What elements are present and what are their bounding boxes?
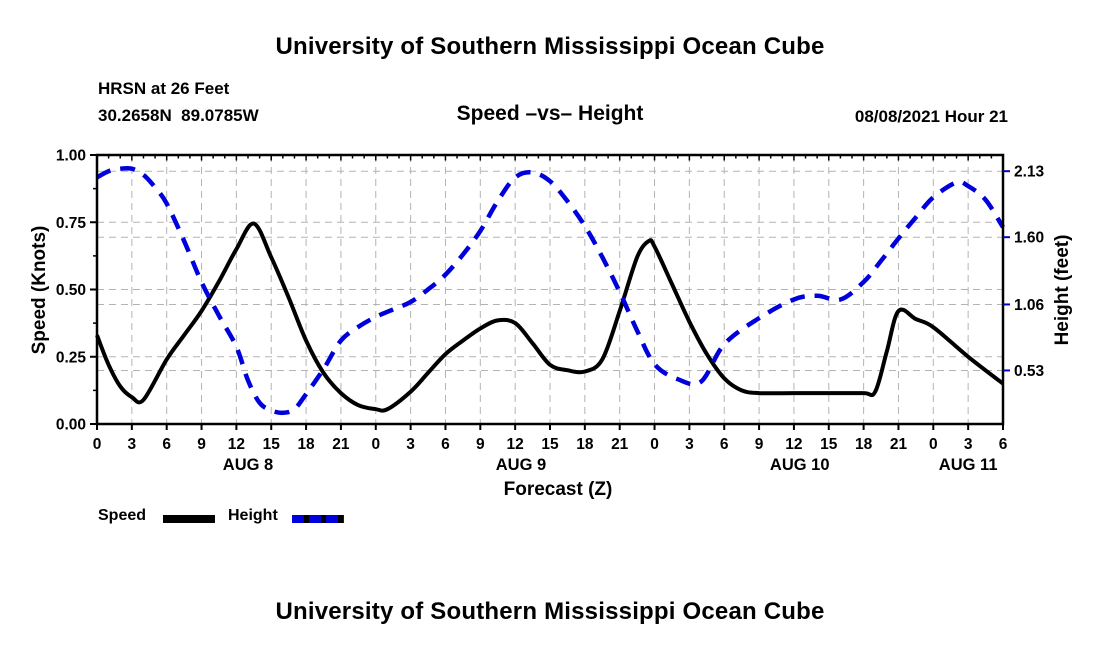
- legend-speed-label: Speed: [98, 507, 147, 524]
- svg-text:3: 3: [406, 436, 415, 453]
- svg-text:6: 6: [999, 436, 1008, 453]
- page-title: University of Southern Mississippi Ocean…: [275, 33, 825, 60]
- svg-text:3: 3: [685, 436, 694, 453]
- svg-text:6: 6: [162, 436, 171, 453]
- gridlines: [97, 155, 1003, 424]
- svg-text:AUG 10: AUG 10: [770, 456, 830, 474]
- svg-text:2.13: 2.13: [1014, 164, 1045, 181]
- svg-text:18: 18: [855, 436, 873, 453]
- svg-text:0.53: 0.53: [1014, 363, 1045, 380]
- svg-text:12: 12: [785, 436, 802, 453]
- legend-speed-swatch: [163, 515, 215, 523]
- svg-text:0: 0: [929, 436, 938, 453]
- svg-text:6: 6: [441, 436, 450, 453]
- svg-text:9: 9: [755, 436, 764, 453]
- svg-text:9: 9: [476, 436, 485, 453]
- svg-text:15: 15: [263, 436, 281, 453]
- svg-text:3: 3: [964, 436, 973, 453]
- legend-height-swatch: [292, 515, 344, 523]
- svg-text:15: 15: [820, 436, 838, 453]
- svg-text:0.75: 0.75: [56, 215, 87, 232]
- x-tick-labels: 0 3 6 9 12 15 18 21 0 3 6 9 12 15 18 21 0 3 6 9 12 15 18 21 0 3 6: [93, 436, 1008, 453]
- svg-text:21: 21: [890, 436, 908, 453]
- svg-text:12: 12: [228, 436, 245, 453]
- station-label: HRSN at 26 Feet: [98, 79, 230, 98]
- day-labels: AUG 8 AUG 9 AUG 10 AUG 11: [223, 456, 998, 474]
- speed-curve: [95, 221, 1005, 413]
- y-tick-labels-left: 0.00 0.25 0.50 0.75 1.00: [56, 148, 87, 434]
- svg-text:15: 15: [541, 436, 559, 453]
- axis-ticks: [90, 154, 1010, 430]
- svg-text:21: 21: [611, 436, 629, 453]
- svg-text:AUG 8: AUG 8: [223, 456, 273, 474]
- svg-text:AUG 11: AUG 11: [939, 456, 998, 474]
- station-coordinates: 30.2658N 89.0785W: [98, 106, 259, 125]
- svg-text:3: 3: [128, 436, 137, 453]
- svg-text:0: 0: [371, 436, 380, 453]
- svg-text:0.25: 0.25: [56, 349, 87, 366]
- svg-text:18: 18: [576, 436, 594, 453]
- svg-text:18: 18: [297, 436, 315, 453]
- svg-text:12: 12: [507, 436, 524, 453]
- y-tick-labels-right: 0.53 1.06 1.60 2.13: [1014, 164, 1045, 380]
- svg-text:0.00: 0.00: [56, 417, 86, 434]
- x-axis-label: Forecast (Z): [503, 479, 613, 500]
- svg-text:0: 0: [93, 436, 102, 453]
- svg-text:1.00: 1.00: [56, 148, 86, 165]
- svg-text:1.06: 1.06: [1014, 297, 1045, 314]
- legend-height-label: Height: [228, 507, 278, 524]
- footer-title: University of Southern Mississippi Ocean…: [275, 598, 825, 625]
- svg-text:9: 9: [197, 436, 206, 453]
- forecast-datetime: 08/08/2021 Hour 21: [854, 107, 1008, 126]
- svg-text:1.60: 1.60: [1014, 230, 1044, 247]
- svg-text:6: 6: [720, 436, 729, 453]
- svg-text:0: 0: [650, 436, 659, 453]
- height-curve: [95, 165, 1005, 416]
- svg-text:21: 21: [332, 436, 350, 453]
- chart-title: Speed –vs– Height: [456, 102, 644, 125]
- svg-text:0.50: 0.50: [56, 282, 86, 299]
- svg-text:AUG 9: AUG 9: [496, 456, 546, 474]
